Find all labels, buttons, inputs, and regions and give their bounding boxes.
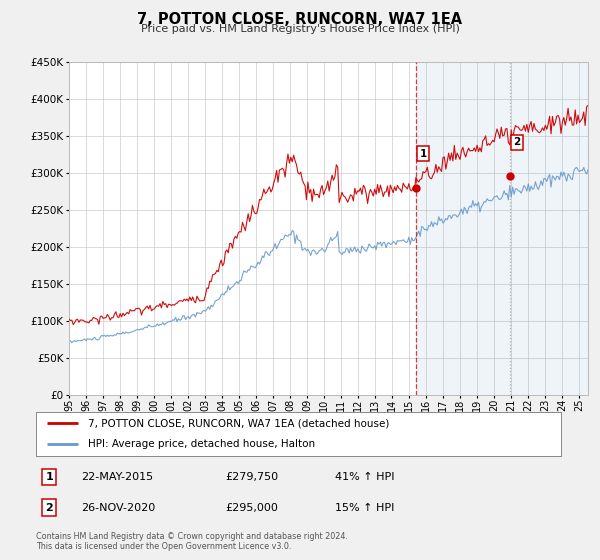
Text: 15% ↑ HPI: 15% ↑ HPI: [335, 502, 395, 512]
Text: 26-NOV-2020: 26-NOV-2020: [80, 502, 155, 512]
Text: 41% ↑ HPI: 41% ↑ HPI: [335, 472, 395, 482]
Text: 2: 2: [45, 502, 53, 512]
Text: This data is licensed under the Open Government Licence v3.0.: This data is licensed under the Open Gov…: [36, 542, 292, 550]
Text: Contains HM Land Registry data © Crown copyright and database right 2024.: Contains HM Land Registry data © Crown c…: [36, 532, 348, 541]
Text: 7, POTTON CLOSE, RUNCORN, WA7 1EA (detached house): 7, POTTON CLOSE, RUNCORN, WA7 1EA (detac…: [89, 418, 390, 428]
Text: 2: 2: [514, 137, 521, 147]
Bar: [416, 62, 588, 395]
Text: £295,000: £295,000: [225, 502, 278, 512]
Text: 1: 1: [419, 148, 427, 158]
Text: 22-MAY-2015: 22-MAY-2015: [80, 472, 153, 482]
Text: 1: 1: [45, 472, 53, 482]
Text: £279,750: £279,750: [225, 472, 278, 482]
Text: HPI: Average price, detached house, Halton: HPI: Average price, detached house, Halt…: [89, 439, 316, 449]
Text: 7, POTTON CLOSE, RUNCORN, WA7 1EA: 7, POTTON CLOSE, RUNCORN, WA7 1EA: [137, 12, 463, 27]
Text: Price paid vs. HM Land Registry's House Price Index (HPI): Price paid vs. HM Land Registry's House …: [140, 24, 460, 34]
